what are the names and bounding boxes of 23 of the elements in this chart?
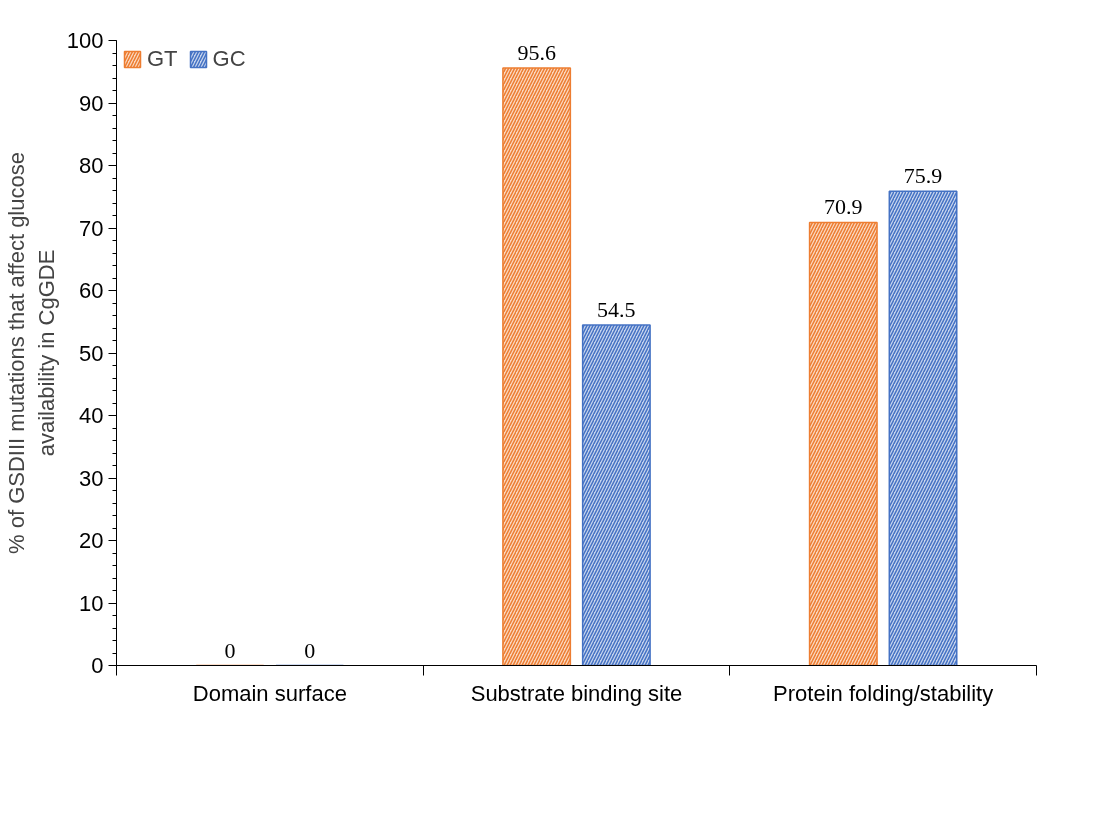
y-tick-label: 80	[79, 153, 104, 178]
x-tick-label: Domain surface	[192, 680, 347, 706]
data-label: 54.5	[597, 296, 636, 322]
data-label: 70.9	[824, 194, 863, 220]
y-tick-label: 30	[79, 465, 104, 491]
data-label: 75.9	[903, 163, 943, 189]
data-label: 95.6	[517, 40, 556, 65]
y-tick-label: 20	[79, 528, 104, 553]
y-tick-label: 100	[66, 28, 104, 53]
y-tick-label: 60	[79, 278, 104, 303]
y-tick-label: 10	[79, 590, 104, 616]
y-tick-label: 40	[79, 403, 104, 428]
y-tick-label: 0	[91, 653, 104, 678]
x-tick-label: Substrate binding site	[470, 680, 683, 706]
data-label: 0	[304, 637, 316, 663]
data-label: 0	[224, 637, 236, 663]
legend-label: GC	[212, 46, 246, 72]
y-axis-title: % of GSDIII mutations that affect glucose availability in CgGDE	[3, 152, 59, 554]
x-tick-label: Protein folding/stability	[773, 680, 994, 706]
y-tick-label: 70	[79, 215, 104, 241]
y-tick-label: 50	[79, 340, 104, 366]
legend-label: GT	[147, 46, 178, 72]
y-tick-label: 90	[79, 90, 104, 116]
